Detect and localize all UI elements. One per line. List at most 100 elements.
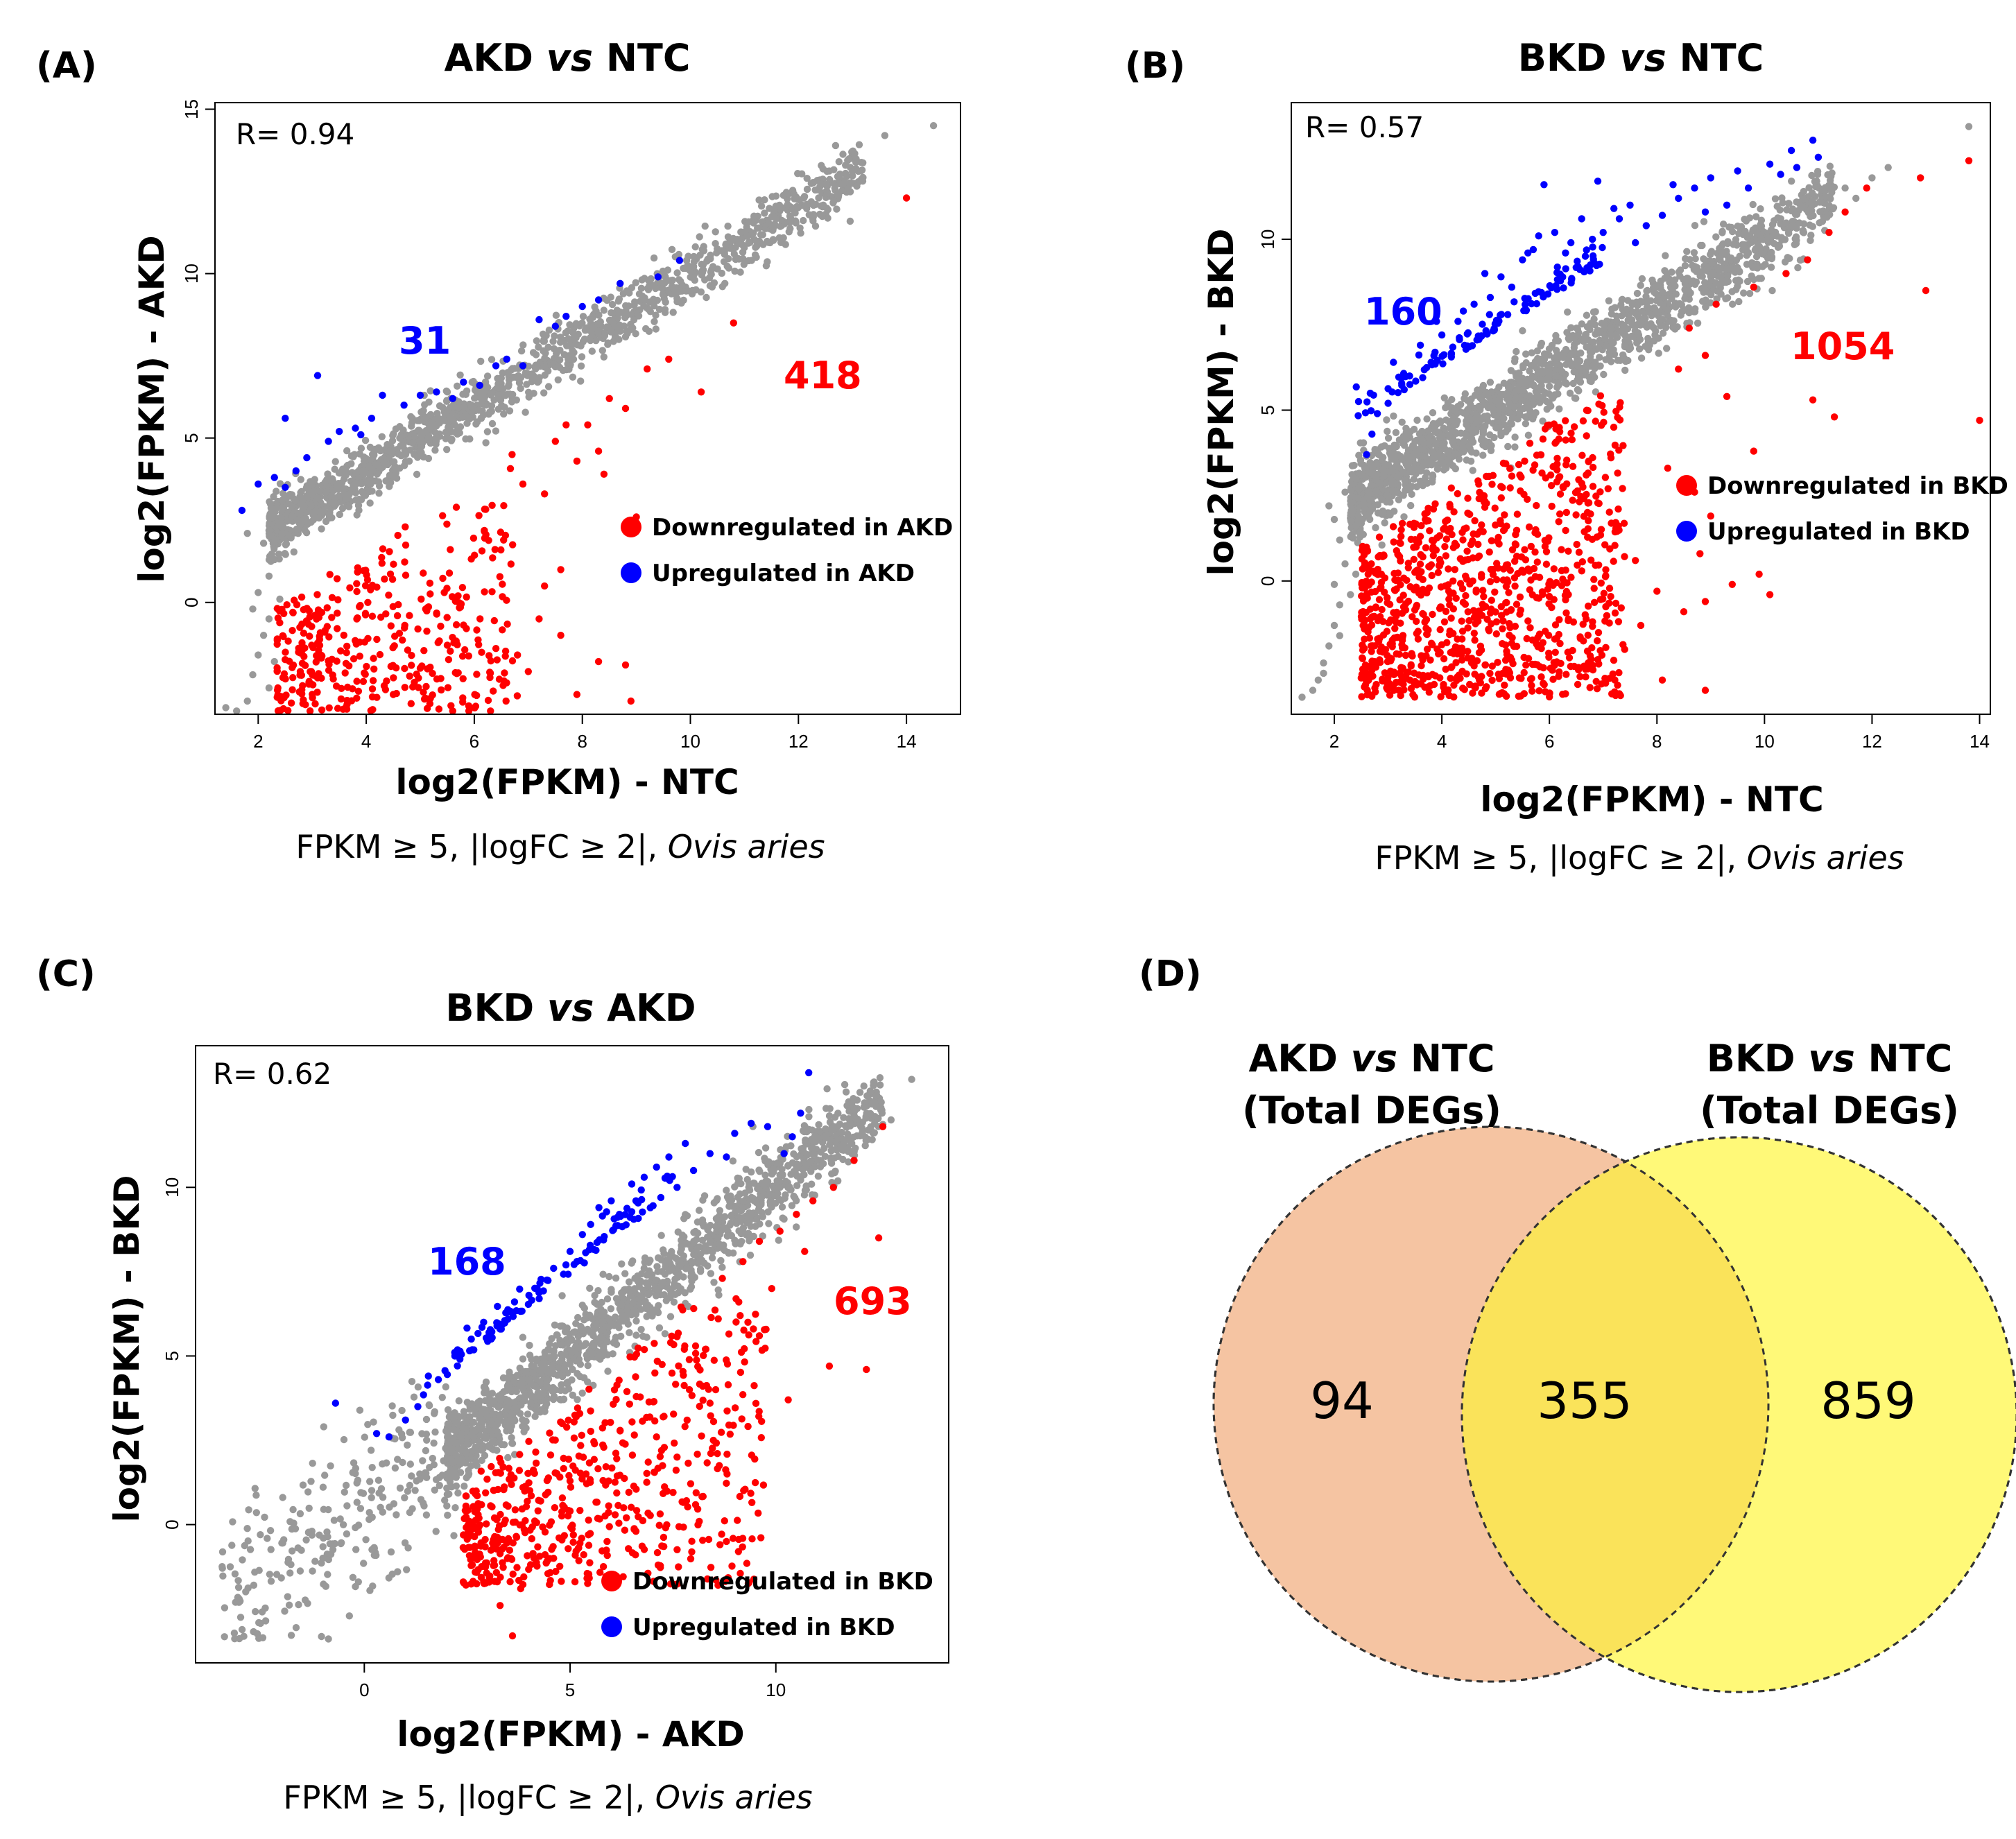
down-point	[1492, 618, 1501, 625]
gray-point	[1672, 291, 1680, 298]
gray-point	[757, 231, 765, 239]
gray-point	[471, 395, 479, 402]
down-point	[1502, 564, 1510, 571]
gray-point	[1567, 324, 1575, 331]
down-point	[1562, 417, 1569, 424]
gray-point	[765, 219, 773, 227]
gray-point	[1965, 123, 1973, 130]
gray-point	[1540, 350, 1549, 358]
up-point	[1477, 332, 1485, 340]
down-point	[1685, 325, 1693, 332]
gray-point	[1600, 370, 1608, 379]
down-point	[1562, 567, 1569, 574]
down-point	[394, 531, 402, 539]
gray-point	[623, 287, 630, 295]
gray-point	[267, 504, 275, 512]
down-point	[1567, 429, 1575, 437]
down-point	[1506, 484, 1514, 492]
gray-point	[1526, 367, 1533, 375]
gray-point	[1754, 241, 1762, 249]
down-point	[1447, 484, 1455, 492]
gray-point	[1400, 513, 1408, 521]
gray-point	[764, 258, 771, 266]
down-point	[1522, 556, 1530, 564]
down-point	[426, 579, 434, 587]
gray-point	[1662, 324, 1670, 331]
up-point	[1352, 383, 1360, 391]
gray-point	[515, 379, 524, 387]
gray-point	[773, 215, 780, 223]
gray-point	[1621, 366, 1629, 374]
gray-point	[285, 531, 293, 539]
gray-point	[570, 335, 578, 343]
gray-point	[1546, 370, 1554, 377]
down-point	[1653, 587, 1661, 595]
gray-point	[613, 323, 621, 331]
gray-point	[794, 170, 802, 178]
gray-point	[669, 309, 677, 316]
down-point	[1531, 548, 1539, 556]
gray-point	[1513, 347, 1520, 356]
down-point	[1463, 670, 1470, 677]
down-point	[296, 671, 304, 679]
y-tick-label: 5	[1257, 405, 1278, 415]
down-point	[1513, 510, 1522, 518]
gray-point	[443, 397, 451, 404]
gray-point	[1583, 358, 1592, 366]
down-point	[1398, 519, 1406, 527]
down-point	[1976, 417, 1983, 424]
gray-point	[355, 495, 363, 503]
panel-c-title: BKD vs AKD	[445, 986, 696, 1030]
down-point	[1427, 656, 1434, 664]
down-point	[306, 707, 314, 715]
gray-point	[1637, 297, 1645, 305]
gray-point	[243, 530, 251, 537]
down-point	[1396, 678, 1404, 686]
gray-point	[1671, 282, 1679, 290]
gray-point	[929, 122, 938, 130]
down-point	[391, 632, 399, 640]
gray-point	[508, 365, 516, 372]
up-point	[1419, 374, 1427, 381]
gray-point	[1607, 325, 1615, 332]
down-point	[1594, 629, 1603, 637]
down-point	[1546, 578, 1554, 585]
gray-point	[811, 222, 820, 230]
gray-point	[1486, 431, 1494, 439]
gray-point	[1524, 377, 1531, 385]
gray-points	[222, 122, 938, 715]
gray-point	[615, 295, 623, 303]
gray-point	[1526, 392, 1533, 399]
gray-point	[483, 372, 492, 380]
gray-point	[1350, 461, 1358, 469]
down-point	[1408, 613, 1416, 621]
gray-point	[1743, 277, 1752, 286]
down-point	[1562, 671, 1570, 678]
down-point	[1502, 599, 1510, 607]
gray-point	[408, 439, 417, 447]
down-point	[378, 553, 386, 562]
gray-point	[555, 363, 564, 371]
gray-point	[1524, 401, 1532, 408]
gray-point	[1635, 345, 1644, 353]
down-point	[1464, 494, 1472, 502]
gray-point	[1807, 232, 1815, 239]
gray-point	[1653, 282, 1661, 290]
gray-point	[809, 213, 818, 221]
gray-point	[259, 539, 268, 547]
down-point	[282, 648, 289, 656]
up-point	[1723, 201, 1731, 209]
up-point	[1560, 284, 1567, 292]
down-point	[1499, 483, 1506, 492]
gray-point	[297, 476, 304, 483]
gray-point	[327, 492, 335, 500]
down-point	[1425, 689, 1433, 696]
down-point	[1548, 502, 1556, 510]
gray-point	[638, 292, 646, 300]
gray-point	[701, 222, 709, 230]
down-point	[1508, 546, 1517, 553]
gray-point	[1589, 370, 1596, 378]
down-point	[1675, 365, 1682, 373]
down-point	[1491, 588, 1499, 596]
